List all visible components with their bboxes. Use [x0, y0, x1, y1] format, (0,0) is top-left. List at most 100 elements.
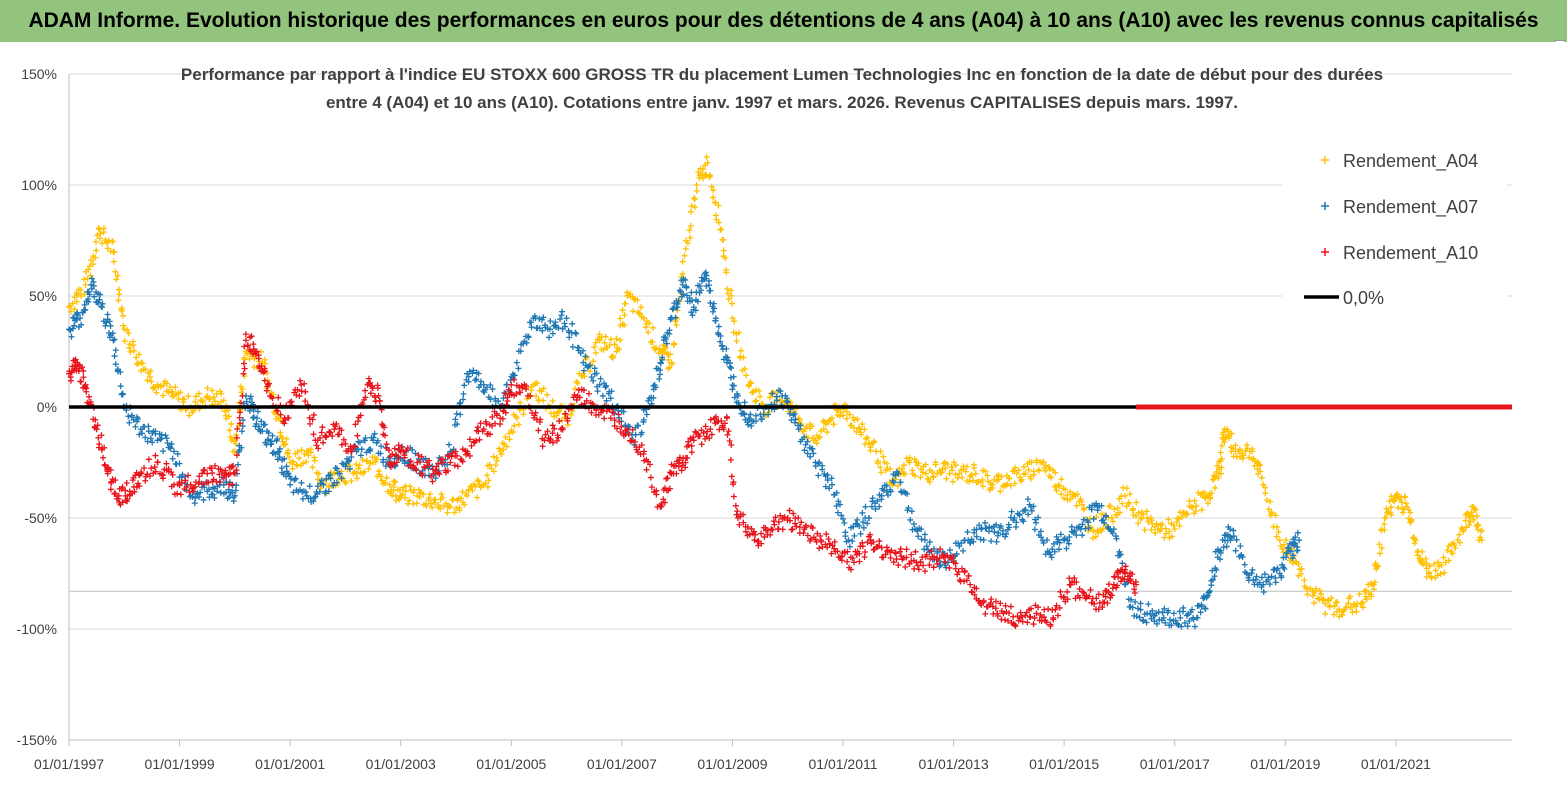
point-rendement-a04 — [1125, 500, 1132, 507]
point-rendement-a04 — [749, 389, 756, 396]
point-rendement-a07 — [833, 503, 840, 510]
point-rendement-a04 — [1178, 514, 1185, 521]
point-rendement-a10 — [536, 419, 543, 426]
point-rendement-a10 — [93, 426, 100, 433]
point-rendement-a07 — [90, 278, 97, 285]
point-rendement-a07 — [555, 324, 562, 331]
point-rendement-a10 — [336, 431, 343, 438]
point-rendement-a04 — [699, 166, 706, 173]
point-rendement-a07 — [849, 538, 856, 545]
point-rendement-a04 — [1349, 609, 1356, 616]
point-rendement-a04 — [966, 478, 973, 485]
point-rendement-a04 — [1283, 537, 1290, 544]
point-rendement-a10 — [804, 532, 811, 539]
point-rendement-a04 — [1161, 534, 1168, 541]
point-rendement-a04 — [147, 367, 154, 374]
point-rendement-a04 — [86, 263, 93, 270]
point-rendement-a07 — [603, 382, 610, 389]
point-rendement-a07 — [276, 445, 283, 452]
point-rendement-a07 — [1258, 574, 1265, 581]
point-rendement-a07 — [828, 475, 835, 482]
point-rendement-a07 — [895, 470, 902, 477]
point-rendement-a07 — [1056, 539, 1063, 546]
point-rendement-a07 — [243, 398, 250, 405]
point-rendement-a04 — [359, 456, 366, 463]
point-rendement-a04 — [861, 441, 868, 448]
point-rendement-a07 — [1170, 610, 1177, 617]
point-rendement-a04 — [390, 483, 397, 490]
point-rendement-a10 — [876, 538, 883, 545]
point-rendement-a04 — [736, 329, 743, 336]
point-rendement-a10 — [178, 479, 185, 486]
point-rendement-a04 — [1107, 502, 1114, 509]
y-tick-label: 150% — [21, 66, 57, 82]
point-rendement-a10 — [183, 483, 190, 490]
point-rendement-a04 — [725, 295, 732, 302]
point-rendement-a04 — [225, 413, 232, 420]
point-rendement-a10 — [902, 564, 909, 571]
point-rendement-a07 — [758, 416, 765, 423]
point-rendement-a04 — [1004, 481, 1011, 488]
point-rendement-a07 — [1057, 531, 1064, 538]
point-rendement-a07 — [1110, 526, 1117, 533]
point-rendement-a04 — [820, 425, 827, 432]
point-rendement-a04 — [1376, 541, 1383, 548]
point-rendement-a10 — [489, 422, 496, 429]
point-rendement-a04 — [1060, 495, 1067, 502]
point-rendement-a10 — [829, 542, 836, 549]
point-rendement-a04 — [1362, 587, 1369, 594]
point-rendement-a07 — [214, 488, 221, 495]
point-rendement-a04 — [517, 399, 524, 406]
point-rendement-a10 — [688, 449, 695, 456]
point-rendement-a07 — [985, 528, 992, 535]
point-rendement-a10 — [240, 370, 247, 377]
point-rendement-a04 — [1198, 506, 1205, 513]
point-rendement-a07 — [707, 287, 714, 294]
point-rendement-a04 — [192, 398, 199, 405]
point-rendement-a07 — [109, 330, 116, 337]
point-rendement-a07 — [1241, 561, 1248, 568]
point-rendement-a10 — [549, 422, 556, 429]
point-rendement-a07 — [890, 479, 897, 486]
point-rendement-a04 — [962, 468, 969, 475]
point-rendement-a04 — [353, 461, 360, 468]
point-rendement-a04 — [1141, 527, 1148, 534]
point-rendement-a07 — [1071, 528, 1078, 535]
point-rendement-a04 — [724, 290, 731, 297]
point-rendement-a10 — [601, 415, 608, 422]
point-rendement-a10 — [309, 416, 316, 423]
point-rendement-a07 — [333, 479, 340, 486]
point-rendement-a04 — [82, 281, 89, 288]
point-rendement-a10 — [98, 432, 105, 439]
point-rendement-a10 — [236, 414, 243, 421]
x-tick-label: 01/01/2001 — [255, 756, 325, 772]
point-rendement-a04 — [596, 337, 603, 344]
point-rendement-a10 — [83, 385, 90, 392]
point-rendement-a10 — [107, 486, 114, 493]
point-rendement-a04 — [1326, 602, 1333, 609]
point-rendement-a07 — [168, 440, 175, 447]
point-rendement-a10 — [1054, 612, 1061, 619]
point-rendement-a04 — [1388, 511, 1395, 518]
point-rendement-a10 — [78, 378, 85, 385]
point-rendement-a07 — [727, 374, 734, 381]
point-rendement-a07 — [579, 347, 586, 354]
point-rendement-a07 — [1239, 554, 1246, 561]
point-rendement-a07 — [513, 359, 520, 366]
point-rendement-a10 — [154, 459, 161, 466]
point-rendement-a07 — [563, 315, 570, 322]
point-rendement-a10 — [250, 341, 257, 348]
point-rendement-a10 — [1104, 600, 1111, 607]
point-rendement-a04 — [712, 212, 719, 219]
point-rendement-a10 — [1047, 623, 1054, 630]
point-rendement-a10 — [1093, 595, 1100, 602]
point-rendement-a07 — [316, 488, 323, 495]
point-rendement-a07 — [662, 336, 669, 343]
point-rendement-a04 — [645, 329, 652, 336]
point-rendement-a04 — [1007, 482, 1014, 489]
point-rendement-a04 — [218, 390, 225, 397]
point-rendement-a07 — [559, 308, 566, 315]
point-rendement-a07 — [663, 340, 670, 347]
point-rendement-a04 — [1325, 596, 1332, 603]
point-rendement-a07 — [117, 383, 124, 390]
